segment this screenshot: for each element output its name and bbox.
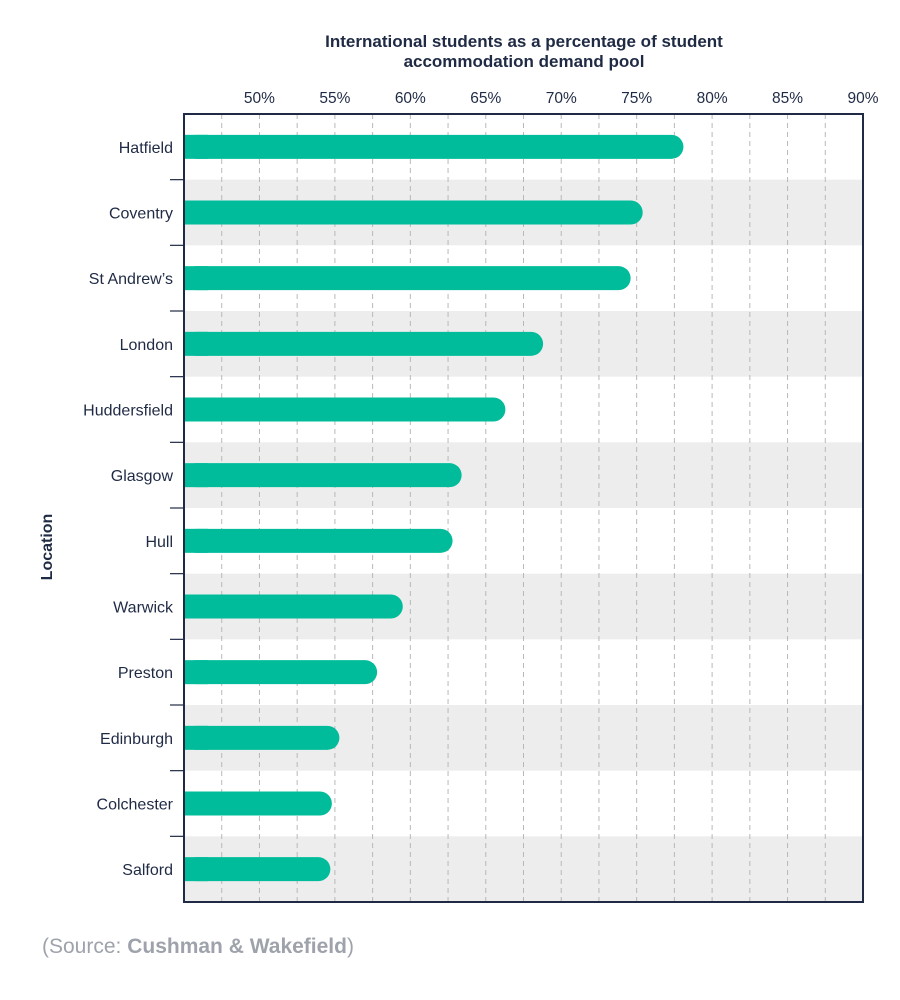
bar-1 — [184, 134, 684, 159]
category-label: London — [120, 337, 173, 354]
x-tick-label: 90% — [847, 90, 878, 107]
x-tick-label: 50% — [244, 90, 275, 107]
bar-6 — [184, 463, 462, 488]
bar-base-4 — [184, 331, 208, 356]
bar-3 — [184, 266, 631, 291]
bar-base-12 — [184, 857, 208, 882]
x-tick-label: 70% — [546, 90, 577, 107]
bar-base-6 — [184, 463, 208, 488]
source-note: (Source: Cushman & Wakefield) — [42, 935, 354, 959]
category-label: Coventry — [109, 206, 173, 223]
category-label: Preston — [118, 665, 173, 682]
x-tick-labels: 50% 55% 60% 65% 70% 75% 80% 85% 90% — [244, 90, 879, 107]
bar-base-7 — [184, 528, 208, 553]
source-suffix: ) — [346, 935, 354, 958]
bar-base-8 — [184, 594, 208, 619]
category-label: Hull — [145, 534, 173, 551]
bar-11 — [184, 791, 332, 816]
x-tick-label: 75% — [621, 90, 652, 107]
source-prefix: (Source: — [42, 935, 128, 958]
chart-title: International students as a percentage o… — [325, 32, 723, 71]
bar-base-10 — [184, 725, 208, 750]
bar-chart: 50% 55% 60% 65% 70% 75% 80% 85% 90% Hatfield Cove… — [39, 32, 879, 903]
axes — [170, 113, 864, 903]
category-label: Warwick — [113, 600, 174, 617]
chart-title-line: accommodation demand pool — [404, 52, 645, 71]
category-label: Salford — [122, 862, 173, 879]
x-tick-label: 85% — [772, 90, 803, 107]
y-axis-label: Location — [39, 514, 56, 581]
bar-base-1 — [184, 134, 208, 159]
bar-base-11 — [184, 791, 208, 816]
x-tick-label: 60% — [395, 90, 426, 107]
category-label: Glasgow — [111, 468, 174, 485]
category-label: Huddersfield — [83, 403, 173, 420]
bar-base-5 — [184, 397, 208, 422]
category-label: Hatfield — [119, 140, 173, 157]
category-labels: Hatfield Coventry St Andrew’s London Hudders… — [83, 140, 174, 879]
bar-2 — [184, 200, 643, 225]
bar-5 — [184, 397, 506, 422]
bar-10 — [184, 725, 340, 750]
x-tick-label: 80% — [697, 90, 728, 107]
x-tick-label: 65% — [470, 90, 501, 107]
bar-8 — [184, 594, 403, 619]
bars — [184, 134, 684, 882]
bar-7 — [184, 528, 453, 553]
x-tick-label: 55% — [319, 90, 350, 107]
category-label: Edinburgh — [100, 731, 173, 748]
category-label: St Andrew’s — [89, 271, 173, 288]
bar-base-3 — [184, 266, 208, 291]
bar-4 — [184, 331, 544, 356]
bar-12 — [184, 857, 331, 882]
category-label: Colchester — [97, 797, 174, 814]
bar-9 — [184, 660, 378, 685]
bar-base-2 — [184, 200, 208, 225]
chart-title-line: International students as a percentage o… — [325, 32, 723, 51]
source-name: Cushman & Wakefield — [127, 935, 347, 958]
bar-base-9 — [184, 660, 208, 685]
